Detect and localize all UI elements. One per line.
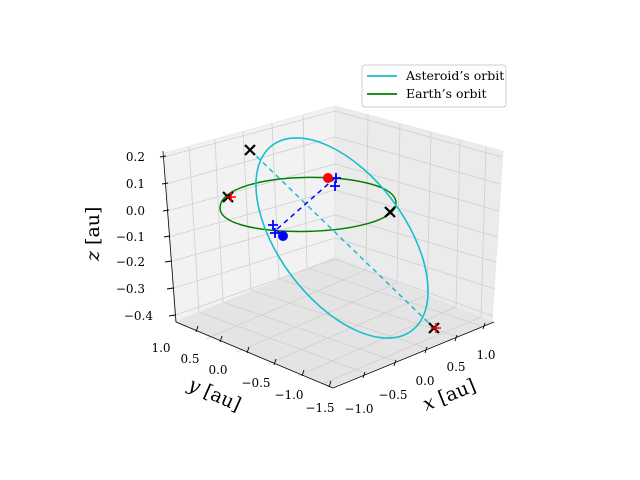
y-tick-labels: 1.0 0.5 0.0 −0.5 −1.0−1.5	[151, 341, 334, 415]
legend-label-earth: Earth’s orbit	[406, 86, 487, 101]
grid-lines	[163, 110, 503, 385]
z-tick-label: 0.1	[126, 177, 145, 191]
z-tick-label: 0.0	[126, 204, 145, 218]
z-tick-label: −0.2	[116, 255, 145, 269]
earth-position-crosses	[226, 192, 441, 333]
x-tick-label: 0.0	[415, 374, 434, 388]
y-tick-label: −1.5	[305, 401, 334, 415]
y-tick-label: 0.5	[180, 352, 199, 366]
x-axis-line	[332, 321, 495, 389]
asteroid-position-dot	[278, 231, 288, 241]
z-tick-label: −0.4	[124, 309, 154, 323]
z-tick-label: 0.2	[126, 150, 145, 164]
y-axis-line	[175, 321, 334, 389]
apsis-line	[249, 149, 435, 329]
z-axis-label: z [au]	[82, 207, 104, 262]
y-tick-label: 0.0	[208, 363, 227, 377]
earth-position-dot	[323, 173, 333, 183]
y-tick-label: −1.0	[274, 388, 303, 402]
legend: Asteroid’s orbit Earth’s orbit	[361, 64, 507, 108]
node-line	[275, 177, 336, 231]
y-tick-label: −0.5	[241, 376, 270, 390]
asteroid-orbit-line	[255, 137, 429, 339]
legend-box	[361, 64, 507, 108]
x-tick-labels: −1.0 −0.5 0.0 0.5 1.0	[344, 348, 495, 416]
x-tick-label: −1.0	[344, 402, 373, 416]
tick-marks	[159, 155, 486, 388]
x-tick-label: 1.0	[476, 348, 495, 362]
y-axis-label: y [au]	[184, 373, 244, 416]
z-tick-label: −0.1	[116, 230, 145, 244]
z-tick-labels: 0.2 0.1 0.0 −0.1 −0.2 −0.3 −0.4	[116, 150, 154, 323]
earth-orbit-line	[219, 176, 397, 233]
x-tick-label: 0.5	[446, 360, 465, 374]
z-tick-label: −0.3	[116, 282, 145, 296]
y-tick-label: 1.0	[151, 341, 170, 355]
node-markers	[268, 173, 341, 238]
legend-label-asteroid: Asteroid’s orbit	[405, 68, 504, 83]
x-tick-label: −0.5	[378, 388, 407, 402]
